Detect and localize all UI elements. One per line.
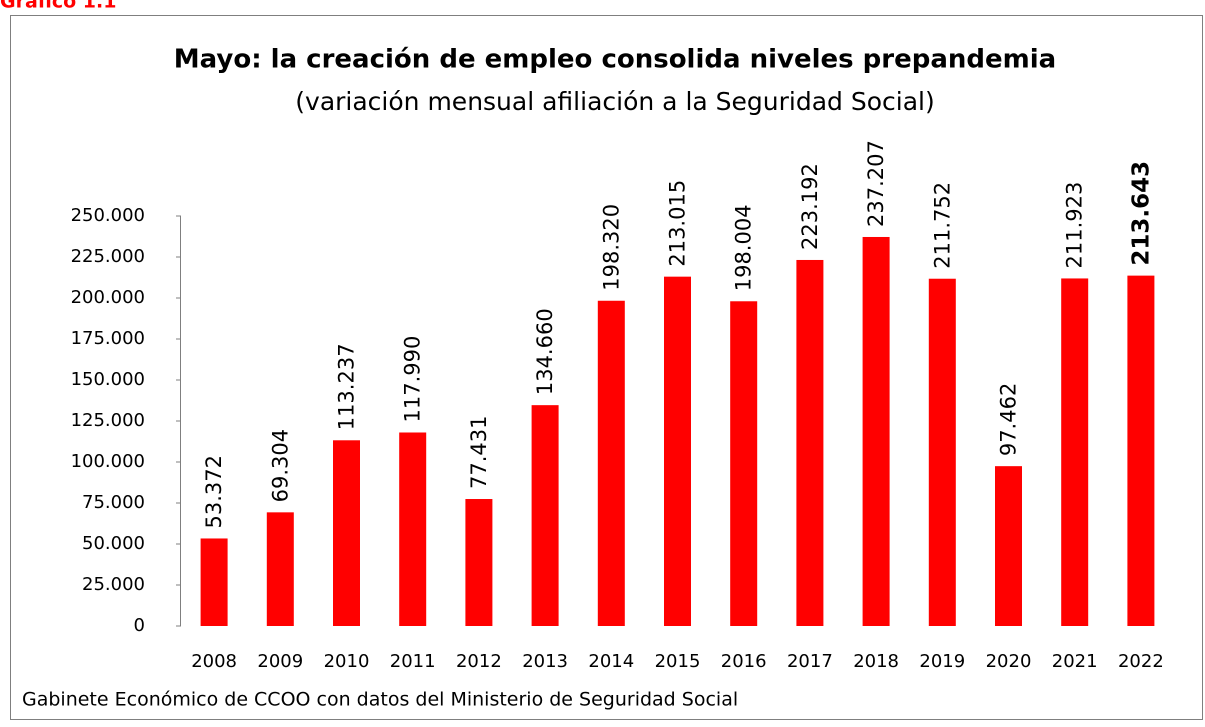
value-label: 113.237 [335,343,359,430]
bar [995,466,1022,626]
x-tick-label: 2016 [721,651,767,672]
bar [1127,275,1155,626]
bar [597,300,625,626]
figure-label: Gráfico 1.1 [0,0,116,13]
x-tick-label: 2017 [787,651,833,672]
value-label: 213.015 [666,180,690,267]
x-tick-label: 2014 [588,651,634,672]
x-tick-label: 2015 [655,651,701,672]
y-tick-label: 125.000 [71,410,145,431]
x-tick-label: 2010 [324,651,370,672]
value-label: 97.462 [997,383,1021,456]
y-tick-label: 150.000 [71,369,145,390]
bar [266,512,294,626]
chart-subtitle: (variación mensual afiliación a la Segur… [295,87,934,116]
y-tick-label: 75.000 [82,492,145,513]
bar [796,259,824,626]
value-label: 211.923 [1063,182,1087,269]
x-tick-label: 2011 [390,651,436,672]
y-tick-label: 25.000 [82,574,145,595]
bar [333,440,360,626]
value-label: 211.752 [930,182,954,269]
x-tick-label: 2020 [986,651,1032,672]
y-tick-label: 100.000 [71,451,145,472]
x-tick-label: 2012 [456,651,502,672]
y-tick-label: 200.000 [71,287,145,308]
value-label: 237.207 [864,140,888,227]
y-tick-label: 175.000 [71,328,145,349]
value-label: 134.660 [533,308,557,395]
value-label: 77.431 [467,416,491,489]
bar [730,301,758,626]
chart-title: Mayo: la creación de empleo consolida ni… [174,45,1056,75]
x-tick-label: 2021 [1052,651,1098,672]
bar [399,432,427,626]
value-label: 69.304 [268,429,292,502]
value-label: 213.643 [1128,161,1154,266]
value-label: 198.004 [732,204,756,291]
bar [1061,278,1089,626]
value-label: 223.192 [798,163,822,250]
bar [664,276,691,626]
y-tick-label: 50.000 [82,533,145,554]
bar [928,278,956,626]
x-tick-label: 2008 [191,651,237,672]
y-tick-label: 250.000 [71,205,145,226]
x-tick-label: 2013 [522,651,568,672]
bar [465,499,493,626]
bar [200,538,228,626]
x-tick-label: 2022 [1118,651,1164,672]
value-label: 53.372 [202,455,226,528]
source-note: Gabinete Económico de CCOO con datos del… [22,689,738,711]
y-tick-label: 225.000 [71,246,145,267]
x-tick-label: 2018 [853,651,899,672]
x-tick-label: 2019 [919,651,965,672]
value-label: 198.320 [599,204,623,291]
value-label: 117.990 [401,336,425,423]
x-tick-label: 2009 [257,651,303,672]
bar [862,236,890,626]
bar [531,405,559,626]
chart-frame [10,15,1203,720]
y-tick-label: 0 [134,615,145,636]
